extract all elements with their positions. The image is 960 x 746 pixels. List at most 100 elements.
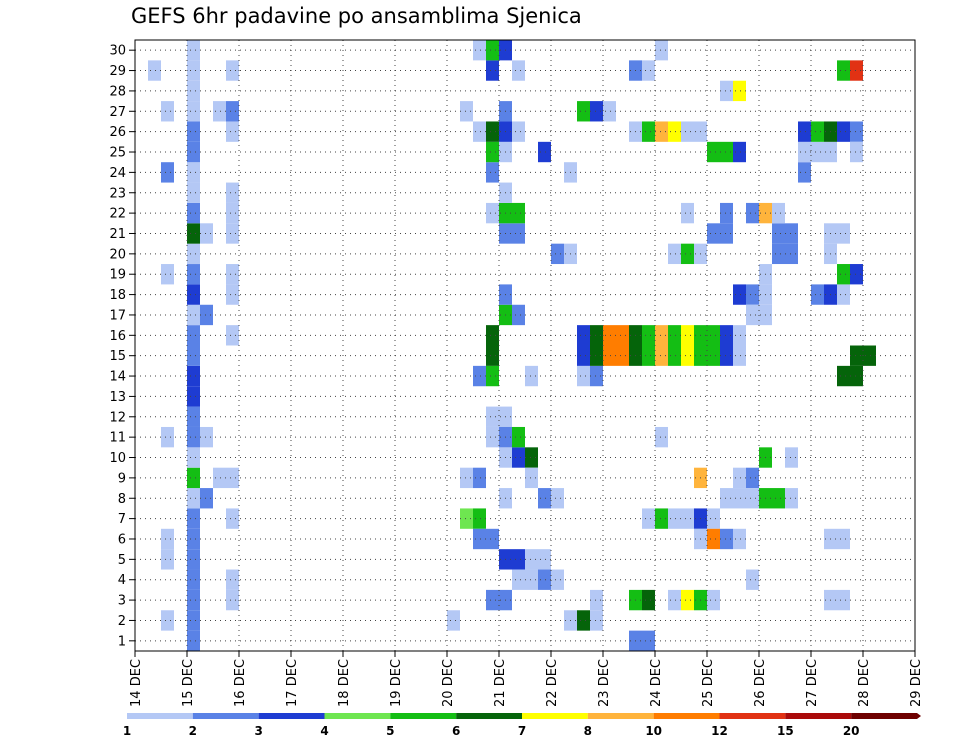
heatmap-cell <box>525 365 538 387</box>
heatmap-cell <box>681 589 694 611</box>
heatmap-cell <box>863 345 876 366</box>
heatmap-cell <box>681 202 694 224</box>
heatmap-cell <box>655 345 668 366</box>
heatmap-cell <box>460 508 473 529</box>
heatmap-cell <box>187 304 200 326</box>
heatmap-cell <box>733 467 746 489</box>
y-tick-label: 29 <box>109 64 126 79</box>
heatmap-cell <box>577 610 590 631</box>
heatmap-cell <box>213 467 226 489</box>
heatmap-cell <box>733 325 746 346</box>
heatmap-cell <box>577 101 590 122</box>
legend-label: 8 <box>584 724 592 738</box>
heatmap-cell <box>187 426 200 448</box>
heatmap-cell <box>642 345 655 366</box>
heatmap-cell <box>850 345 863 366</box>
heatmap-cell <box>837 223 850 244</box>
y-tick-label: 28 <box>109 84 126 99</box>
heatmap-cell <box>187 549 200 570</box>
heatmap-cell <box>187 467 200 489</box>
y-tick-label: 6 <box>118 532 126 547</box>
legend-swatch <box>851 713 917 719</box>
plot-frame <box>134 39 916 652</box>
heatmap-cell <box>551 569 564 590</box>
heatmap-cell <box>590 101 603 122</box>
heatmap-cell <box>746 284 759 305</box>
heatmap-cell <box>837 589 850 611</box>
heatmap-cell <box>525 549 538 570</box>
heatmap-cell <box>590 345 603 366</box>
heatmap-cell <box>486 528 499 550</box>
heatmap-cell <box>642 121 655 142</box>
heatmap-cell <box>837 121 850 142</box>
heatmap-cell <box>161 162 174 183</box>
heatmap-cell <box>525 447 538 468</box>
x-tick-label: 18 DEC <box>337 659 352 707</box>
heatmap-cell <box>746 304 759 326</box>
heatmap-cell <box>200 304 213 326</box>
legend-arrow <box>917 713 921 719</box>
heatmap-cell <box>681 325 694 346</box>
heatmap-cell <box>733 141 746 163</box>
heatmap-cell <box>187 243 200 265</box>
legend-label: 4 <box>320 724 328 738</box>
heatmap-cell <box>512 549 525 570</box>
y-tick-label: 2 <box>118 614 126 629</box>
heatmap-cell <box>707 345 720 366</box>
heatmap-cell <box>811 141 824 163</box>
legend-label: 7 <box>518 724 526 738</box>
x-tick-label: 27 DEC <box>805 659 820 707</box>
heatmap-cell <box>525 569 538 590</box>
x-tick-label: 21 DEC <box>493 659 508 707</box>
heatmap-cell <box>486 162 499 183</box>
heatmap-cell <box>187 202 200 224</box>
heatmap-cell <box>226 60 239 81</box>
y-tick-label: 20 <box>109 247 126 262</box>
y-tick-label: 7 <box>118 512 126 527</box>
heatmap-cell <box>642 508 655 529</box>
heatmap-cell <box>850 121 863 142</box>
y-tick-label: 3 <box>118 594 126 609</box>
y-tick-label: 24 <box>109 166 126 181</box>
heatmap-cell <box>473 40 486 61</box>
heatmap-cell <box>512 60 525 81</box>
heatmap-cell <box>486 325 499 346</box>
heatmap-cell <box>837 284 850 305</box>
heatmap-cell <box>161 528 174 550</box>
heatmap-cell <box>603 101 616 122</box>
heatmap-cell <box>850 60 863 81</box>
legend-label: 1 <box>123 724 131 738</box>
heatmap-cell <box>655 508 668 529</box>
heatmap-cell <box>551 243 564 265</box>
heatmap-cell <box>486 202 499 224</box>
heatmap-cell <box>226 284 239 305</box>
x-tick-label: 14 DEC <box>129 659 144 707</box>
heatmap-cell <box>486 40 499 61</box>
heatmap-cell <box>187 325 200 346</box>
heatmap-cell <box>200 426 213 448</box>
heatmap-cell <box>720 223 733 244</box>
heatmap-cell <box>668 508 681 529</box>
x-tick-label: 19 DEC <box>389 659 404 707</box>
heatmap-cell <box>733 488 746 509</box>
heatmap-cell <box>707 223 720 244</box>
heatmap-cell <box>226 202 239 224</box>
legend-swatch <box>653 713 720 719</box>
heatmap-cell <box>486 60 499 81</box>
y-tick-label: 23 <box>109 186 126 201</box>
heatmap-cell <box>798 121 811 142</box>
y-tick-label: 8 <box>118 492 126 507</box>
y-tick-label: 13 <box>109 390 126 405</box>
legend-swatch <box>719 713 786 719</box>
heatmap-cell <box>512 202 525 224</box>
heatmap-cell <box>772 223 785 244</box>
heatmap-cell <box>733 528 746 550</box>
y-tick-label: 19 <box>109 268 126 283</box>
heatmap-cell <box>707 325 720 346</box>
y-tick-label: 30 <box>109 44 126 59</box>
chart-title: GEFS 6hr padavine po ansamblima Sjenica <box>131 4 582 28</box>
heatmap-cell <box>148 60 161 81</box>
heatmap-cell <box>187 386 200 407</box>
legend-label: 5 <box>386 724 394 738</box>
